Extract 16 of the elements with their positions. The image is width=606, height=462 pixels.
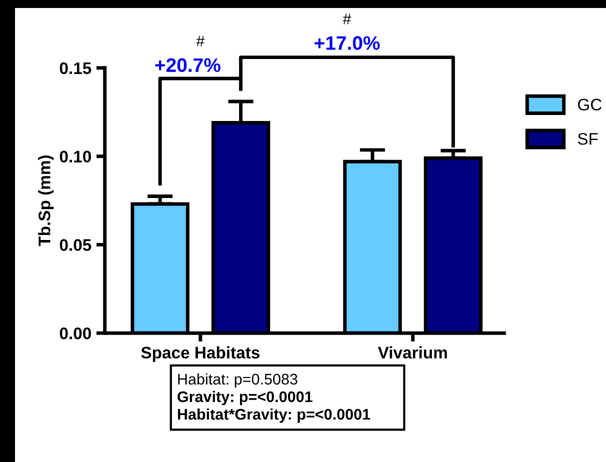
legend-label: SF	[578, 132, 598, 145]
y-tick-label: 0.05	[60, 239, 92, 251]
text: Habitat*Gravity: p=<0.0001	[178, 408, 370, 423]
text: #	[196, 36, 205, 46]
y-tick-label: 0.00	[60, 328, 91, 340]
x-tick-label: Vivarium	[378, 346, 447, 359]
annotation: +20.7%	[155, 58, 220, 72]
text: +17.0%	[314, 36, 380, 50]
legend-label: GC	[578, 98, 602, 111]
text: Habitat: p=0.5083	[178, 373, 298, 388]
y-tick-label: 0.15	[60, 62, 92, 74]
y-tick-label: 0.10	[60, 150, 91, 163]
text: #	[342, 14, 352, 24]
text: Gravity: p=<0.0001	[178, 390, 312, 406]
y-axis-title: Tb.Sp (mm)	[38, 156, 54, 246]
x-tick-label: Space Habitats	[141, 346, 260, 362]
